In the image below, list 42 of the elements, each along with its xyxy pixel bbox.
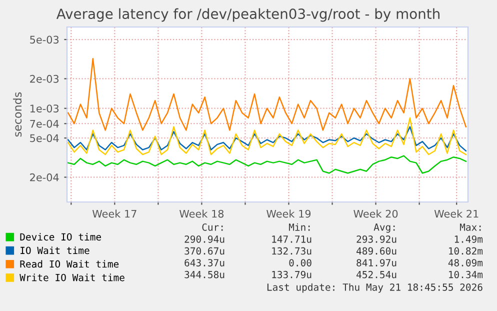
text: 290.94u	[184, 235, 224, 243]
x-tick-label: Week 17	[92, 210, 136, 218]
line-series	[67, 155, 467, 174]
text: 48.09m	[448, 259, 483, 266]
x-tick-label: Week 19	[266, 210, 311, 218]
text: 489.60u	[356, 247, 396, 255]
text: 10.34m	[449, 270, 483, 278]
text: 452.54u	[356, 270, 396, 278]
text: 133.79u	[272, 270, 312, 278]
chart-title: Average latency for /dev/peakten03-vg/root - by month	[56, 8, 440, 22]
text: 344.58u	[184, 270, 224, 278]
text: Min:	[288, 223, 310, 231]
text: 10.82m	[449, 247, 483, 255]
text: 0.00	[289, 259, 312, 266]
text: 1.49m	[454, 235, 483, 243]
text: 147.71u	[272, 236, 312, 243]
text: 841.97u	[356, 259, 396, 266]
y-tick-label: 5e-04	[30, 134, 59, 142]
line-series	[67, 117, 467, 156]
text: Avg:	[374, 224, 395, 233]
y-tick-label: 5e-03	[30, 36, 59, 44]
text: 643.37u	[184, 259, 224, 266]
x-tick-label: Week 21	[434, 210, 478, 218]
line-series	[67, 58, 467, 131]
text: Last update: Thu May 21 18:45:55 2026	[267, 283, 482, 293]
y-axis-title: seconds	[13, 92, 22, 137]
text: 370.67u	[184, 247, 224, 255]
text: Cur:	[202, 223, 223, 231]
text: 293.92u	[356, 235, 396, 243]
y-tick-label: 1e-03	[30, 104, 59, 112]
x-tick-label: Week 18	[179, 210, 224, 218]
text: Max:	[460, 224, 481, 231]
legend-label: Write IO Wait time	[20, 274, 124, 282]
line-series	[67, 126, 467, 152]
y-tick-label: 2e-04	[30, 173, 59, 182]
legend-label: IO Wait time	[20, 246, 90, 254]
legend-label: Read IO Wait time	[20, 260, 119, 268]
legend-label: Device IO time	[20, 233, 101, 241]
y-tick-label: 2e-03	[30, 74, 59, 83]
text: 132.73u	[272, 247, 312, 255]
x-tick-label: Week 20	[354, 210, 398, 218]
y-tick-label: 7e-04	[30, 120, 59, 128]
